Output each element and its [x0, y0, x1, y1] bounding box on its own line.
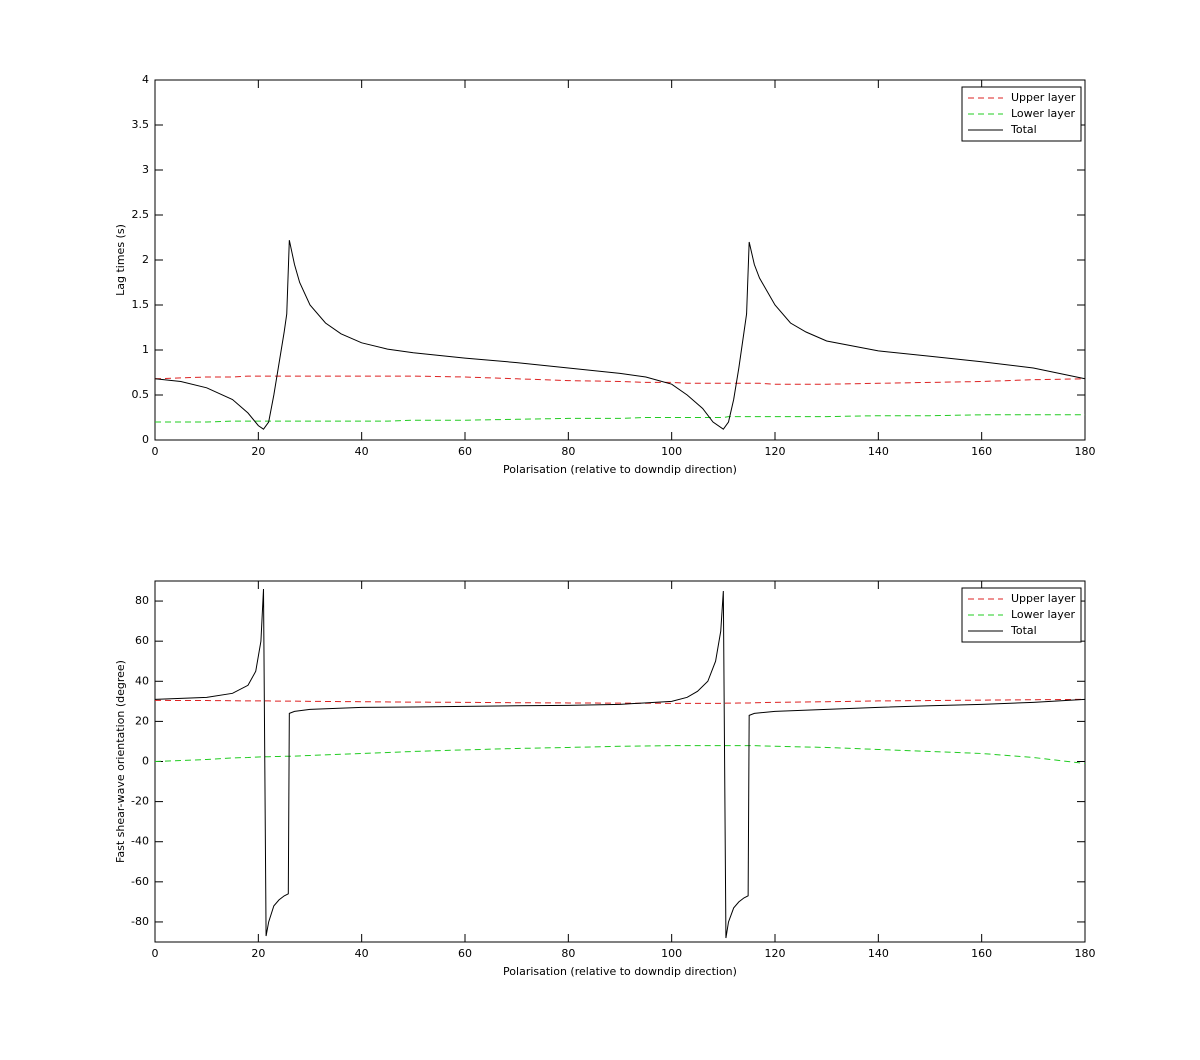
x-tick-label: 140 — [868, 947, 889, 960]
x-tick-label: 180 — [1075, 445, 1096, 458]
x-tick-label: 60 — [458, 445, 472, 458]
x-tick-label: 40 — [355, 947, 369, 960]
y-tick-label: -60 — [131, 875, 149, 888]
x-tick-label: 180 — [1075, 947, 1096, 960]
legend-label: Total — [1010, 123, 1037, 136]
legend: Upper layer Lower layer Total — [961, 587, 1082, 643]
x-tick-label: 160 — [971, 445, 992, 458]
y-tick-label: 3 — [142, 163, 149, 176]
data-line — [154, 698, 1086, 704]
data-line — [154, 588, 1086, 939]
x-tick-label: 0 — [152, 947, 159, 960]
y-tick-label: 40 — [135, 674, 149, 687]
data-line — [154, 375, 1086, 385]
x-tick-label: 80 — [561, 947, 575, 960]
legend-label: Lower layer — [1011, 608, 1076, 621]
legend: Upper layer Lower layer Total — [961, 86, 1082, 142]
plot-area — [154, 79, 1086, 441]
x-tick-label: 100 — [661, 947, 682, 960]
y-tick-label: 4 — [142, 73, 149, 86]
x-tick-label: 140 — [868, 445, 889, 458]
y-tick-label: -40 — [131, 835, 149, 848]
plot-area — [154, 580, 1086, 943]
x-tick-label: 0 — [152, 445, 159, 458]
y-tick-label: 1.5 — [132, 298, 150, 311]
y-tick-label: -20 — [131, 795, 149, 808]
y-tick-label: 0 — [142, 755, 149, 768]
legend-label: Upper layer — [1011, 592, 1076, 605]
y-axis-label: Lag times (s) — [114, 224, 127, 296]
data-line — [154, 745, 1086, 765]
x-tick-label: 40 — [355, 445, 369, 458]
x-tick-label: 20 — [251, 947, 265, 960]
x-tick-label: 100 — [661, 445, 682, 458]
y-tick-label: 0 — [142, 433, 149, 446]
y-tick-label: 20 — [135, 714, 149, 727]
legend-label: Lower layer — [1011, 107, 1076, 120]
y-tick-label: 1 — [142, 343, 149, 356]
y-tick-label: 2 — [142, 253, 149, 266]
x-tick-label: 20 — [251, 445, 265, 458]
legend-label: Upper layer — [1011, 91, 1076, 104]
x-tick-label: 160 — [971, 947, 992, 960]
x-tick-label: 60 — [458, 947, 472, 960]
legend-label: Total — [1010, 624, 1037, 637]
y-tick-label: 80 — [135, 594, 149, 607]
x-axis-label: Polarisation (relative to downdip direct… — [503, 965, 737, 978]
x-tick-label: 120 — [765, 947, 786, 960]
data-line — [155, 414, 1085, 423]
y-tick-label: -80 — [131, 915, 149, 928]
data-line — [154, 240, 1086, 430]
y-tick-label: 0.5 — [132, 388, 150, 401]
x-tick-label: 120 — [765, 445, 786, 458]
y-tick-label: 3.5 — [132, 118, 150, 131]
y-tick-label: 60 — [135, 634, 149, 647]
x-axis-label: Polarisation (relative to downdip direct… — [503, 463, 737, 476]
x-tick-label: 80 — [561, 445, 575, 458]
y-axis-label: Fast shear-wave orientation (degree) — [114, 660, 127, 863]
y-tick-label: 2.5 — [132, 208, 150, 221]
